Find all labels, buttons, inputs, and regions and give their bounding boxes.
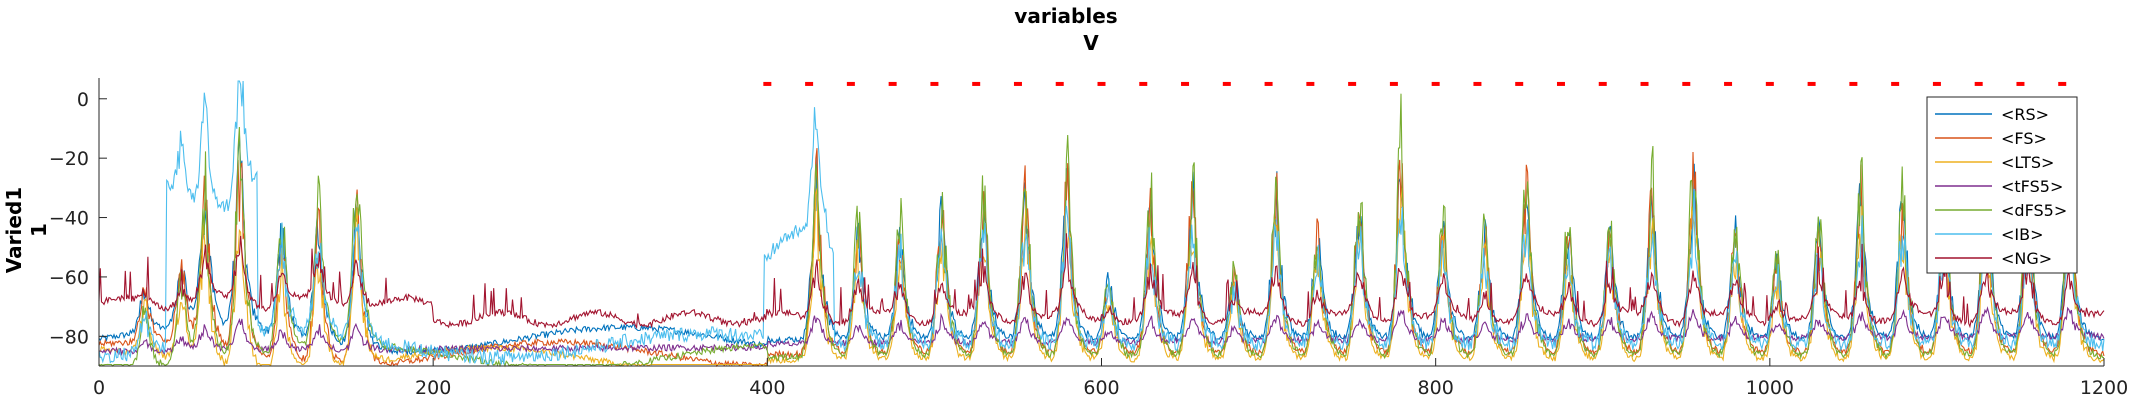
stimulus-marker <box>763 81 772 86</box>
stimulus-marker <box>1974 81 1983 86</box>
stimulus-marker <box>1139 81 1148 86</box>
x-tick-label: 600 <box>1083 377 1119 399</box>
y-axis-label-line2: 1 <box>27 223 51 237</box>
series-line-LTS <box>98 188 2105 367</box>
axes: 0 200 400 600 800 1000 1200 0 −20 −40 −60 −80 <box>49 78 2128 399</box>
stimulus-marker <box>1306 81 1315 86</box>
stimulus-marker <box>1556 81 1565 86</box>
y-tick-label: −20 <box>49 148 89 170</box>
stimulus-marker <box>1181 81 1190 86</box>
x-tick-label: 800 <box>1418 377 1454 399</box>
x-tick-label: 1000 <box>1746 377 1794 399</box>
stimulus-marker <box>1222 81 1231 86</box>
stimulus-marker <box>1013 81 1022 86</box>
legend-entry-label: <IB> <box>2001 225 2044 244</box>
stimulus-marker <box>930 81 939 86</box>
stimulus-marker <box>1473 81 1482 86</box>
stimulus-marker <box>1515 81 1524 86</box>
stimulus-marker <box>1765 81 1774 86</box>
stimulus-marker <box>1431 81 1440 86</box>
legend-entry-label: <tFS5> <box>2001 177 2063 196</box>
legend: <RS> <FS> <LTS> <tFS5> <dFS5> <IB> <NG> <box>1926 96 2078 274</box>
y-tick-label: −80 <box>49 326 89 348</box>
x-tick-label: 1200 <box>2080 377 2128 399</box>
series-line-IB <box>98 80 2105 366</box>
x-tick-label: 0 <box>93 377 105 399</box>
chart-title: variables <box>1014 4 1117 28</box>
y-axis-label-line1: Varied1 <box>2 187 26 273</box>
stimulus-marker <box>1682 81 1691 86</box>
legend-entry-label: <dFS5> <box>2001 201 2067 220</box>
stimulus-marker <box>805 81 814 86</box>
stimulus-marker <box>972 81 981 86</box>
chart-subtitle: V <box>1083 31 1099 55</box>
y-tick-label: 0 <box>77 89 89 111</box>
stimulus-marker <box>1640 81 1649 86</box>
x-tick-label: 400 <box>749 377 785 399</box>
stimulus-marker <box>1055 81 1064 86</box>
stimulus-marker <box>2058 81 2067 86</box>
stimulus-marker <box>1932 81 1941 86</box>
y-tick-label: −40 <box>49 208 89 230</box>
stimulus-marker <box>1264 81 1273 86</box>
x-tick-label: 200 <box>415 377 451 399</box>
stimulus-marker <box>1724 81 1733 86</box>
stimulus-marker <box>1348 81 1357 86</box>
y-tick-label: −60 <box>49 267 89 289</box>
legend-entry-label: <FS> <box>2001 129 2047 148</box>
legend-entry-label: <RS> <box>2001 105 2049 124</box>
stimulus-marker <box>888 81 897 86</box>
stimulus-marker <box>1891 81 1900 86</box>
plot-area <box>98 80 2105 368</box>
stimulus-marker <box>1097 81 1106 86</box>
stimulus-marker <box>1389 81 1398 86</box>
series-line-RS <box>98 133 2105 357</box>
stimulus-marker <box>1598 81 1607 86</box>
series-line-dFS5 <box>98 93 2104 368</box>
stimulus-marker <box>1807 81 1816 86</box>
legend-entry-label: <LTS> <box>2001 153 2054 172</box>
stimulus-marker <box>2016 81 2025 86</box>
stimulus-marker <box>1849 81 1858 86</box>
legend-entry-label: <NG> <box>2001 249 2052 268</box>
stimulus-marker <box>846 81 855 86</box>
series-line-NG <box>98 233 2105 329</box>
legend-box <box>1926 96 2078 274</box>
